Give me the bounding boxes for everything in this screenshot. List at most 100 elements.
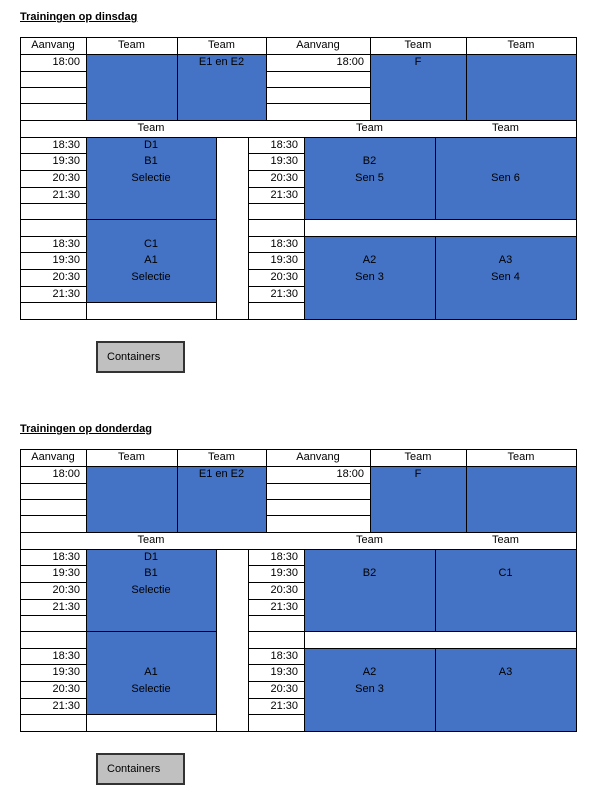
time-cell [266,483,371,500]
section-title: Trainingen op dinsdag [20,11,138,23]
team-slot [86,137,217,220]
time: 21:30 [270,601,298,613]
time-cell [248,203,305,220]
team-name: Sen 3 [355,683,384,695]
containers-button[interactable]: Containers [96,341,185,373]
team-name: E1 en E2 [198,468,245,480]
time: 20:30 [52,271,80,283]
team-name: E1 en E2 [198,56,245,68]
time: 21:30 [52,700,80,712]
team-name: Sen 5 [355,172,384,184]
team-slot [86,549,217,632]
team-name: Selectie [131,683,171,695]
header-label: Team [118,39,145,51]
team-name: A1 [144,254,158,266]
team-slot [86,466,178,533]
empty-cell [86,714,217,732]
header-label: Aanvang [31,451,75,463]
time-cell [20,483,87,500]
time-cell [20,203,87,220]
team-name: F [414,468,422,480]
time: 18:30 [270,238,298,250]
header-label: Team [492,534,519,546]
time-cell [20,87,87,104]
team-name: C1 [143,238,159,250]
time: 21:30 [52,601,80,613]
time-cell [266,71,371,88]
team-slot [86,219,217,303]
empty-cell [304,219,577,237]
header-label: Team [137,534,165,546]
containers-button[interactable]: Containers [96,753,185,785]
time: 19:30 [270,254,298,266]
time: 19:30 [270,567,298,579]
time-cell [20,515,87,533]
header-label: Team [208,451,235,463]
time-cell [266,87,371,104]
time: 21:30 [52,288,80,300]
time-cell [266,103,371,121]
team-slot [177,54,267,121]
team-name: B1 [144,567,158,579]
time-cell [20,714,87,732]
time: 18:30 [52,238,80,250]
time: 18:30 [270,139,298,151]
team-name: D1 [143,139,159,151]
time: 18:30 [270,551,298,563]
time-cell [20,71,87,88]
team-slot [86,54,178,121]
time: 18:30 [270,650,298,662]
team-slot [435,236,577,320]
team-slot [304,549,436,632]
time-cell [248,714,305,732]
empty-cell [304,631,577,649]
team-name: Selectie [131,271,171,283]
time: 19:30 [52,567,80,579]
time: 19:30 [52,155,80,167]
time: 19:30 [52,254,80,266]
team-name: B2 [362,567,377,579]
time: 21:30 [52,189,80,201]
team-name: A2 [362,666,377,678]
team-slot [370,54,467,121]
time: 20:30 [270,683,298,695]
start-time: 18:00 [52,56,80,68]
team-name: Sen 6 [491,172,520,184]
time-cell [248,615,305,632]
team-slot [435,648,577,732]
spacer [216,549,249,732]
empty-cell [248,219,305,237]
team-name: Selectie [131,172,171,184]
header-label: Team [208,39,235,51]
time: 19:30 [270,155,298,167]
time-cell [266,515,371,533]
time: 20:30 [52,172,80,184]
time: 20:30 [52,584,80,596]
time: 18:30 [52,551,80,563]
start-time: 18:00 [336,56,364,68]
team-slot [304,137,436,220]
time: 21:30 [270,189,298,201]
time-cell [248,302,305,320]
header-label: Team [507,451,535,463]
team-name: Selectie [131,584,171,596]
time: 19:30 [270,666,298,678]
team-name: F [414,56,422,68]
time-cell [20,302,87,320]
header-label: Team [137,122,165,134]
header-label: Team [356,122,383,134]
empty-cell [20,219,87,237]
time: 21:30 [270,288,298,300]
team-slot [466,466,577,533]
start-time: 18:00 [336,468,364,480]
team-slot [86,631,217,715]
header-label: Team [507,39,535,51]
time: 18:30 [52,139,80,151]
team-name: A3 [498,666,513,678]
header-label: Aanvang [296,451,340,463]
empty-cell [248,631,305,649]
team-name: A3 [498,254,513,266]
header-label: Team [404,39,432,51]
team-name: C1 [498,567,513,579]
